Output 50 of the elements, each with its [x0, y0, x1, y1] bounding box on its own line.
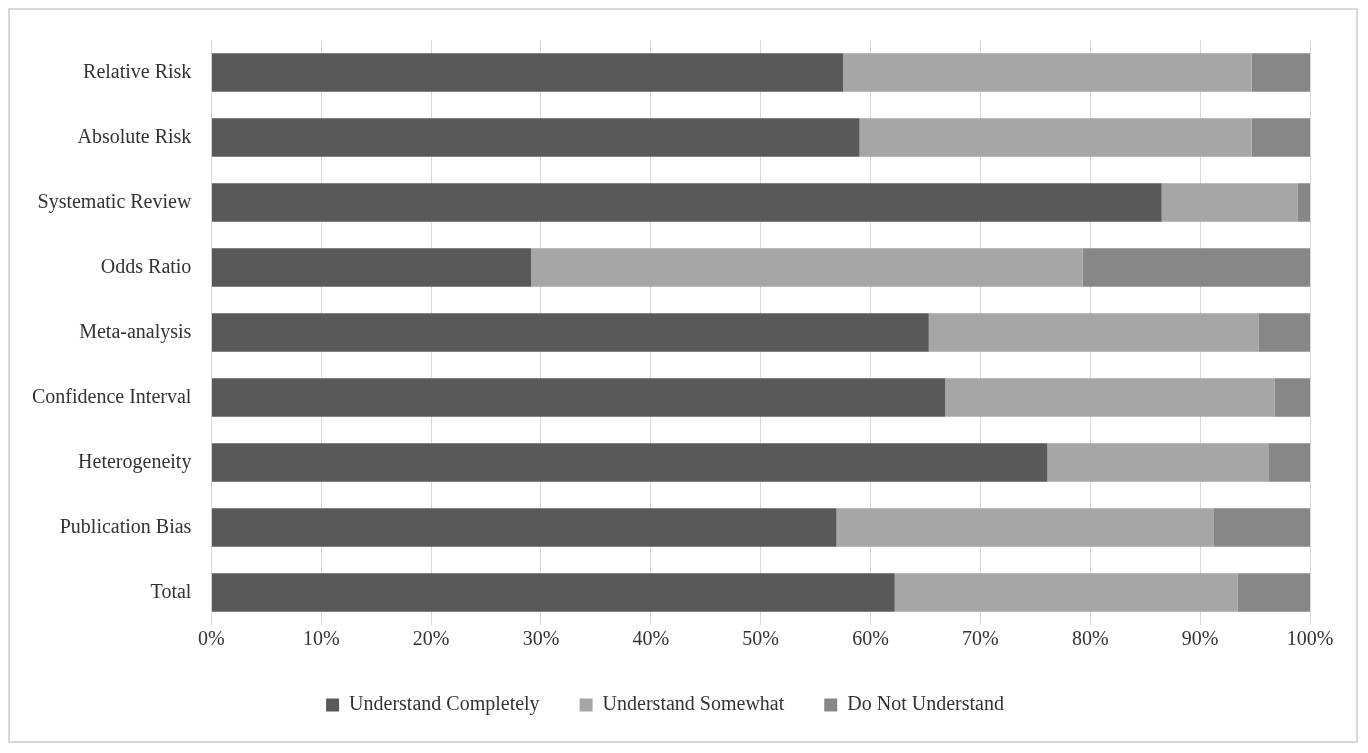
x-tick-label: 10%	[302, 627, 340, 650]
bar	[928, 313, 1259, 352]
legend-label: Understand Somewhat	[602, 692, 785, 715]
bar	[1258, 313, 1310, 352]
bar	[1213, 508, 1310, 547]
bar	[945, 378, 1275, 417]
bar	[1274, 378, 1310, 417]
bar	[836, 508, 1214, 547]
x-tick-label: 100%	[1286, 627, 1334, 650]
y-tick-label: Confidence Interval	[32, 384, 192, 407]
bar	[211, 573, 895, 612]
bar	[211, 118, 860, 157]
bar	[894, 573, 1238, 612]
bar	[211, 443, 1048, 482]
bar	[1082, 248, 1310, 287]
bar	[1047, 443, 1269, 482]
bar	[211, 378, 946, 417]
x-tick-label: 80%	[1071, 627, 1109, 650]
legend-label: Do Not Understand	[847, 692, 1004, 715]
bar	[1237, 573, 1310, 612]
bar	[211, 313, 929, 352]
x-tick-label: 50%	[742, 627, 780, 650]
y-tick-label: Total	[150, 579, 192, 602]
bar	[211, 508, 837, 547]
x-tick-label: 90%	[1181, 627, 1219, 650]
bar	[1297, 183, 1310, 222]
y-tick-label: Absolute Risk	[77, 124, 192, 147]
x-tick-label: 30%	[522, 627, 560, 650]
bar	[531, 248, 1083, 287]
bar	[1161, 183, 1298, 222]
bar	[211, 183, 1162, 222]
y-tick-label: Publication Bias	[59, 514, 192, 537]
y-tick-label: Odds Ratio	[100, 254, 192, 277]
x-tick-label: 60%	[852, 627, 889, 650]
y-tick-label: Relative Risk	[83, 59, 192, 82]
bar	[211, 53, 844, 92]
x-tick-label: 0%	[198, 627, 225, 650]
bar	[211, 248, 532, 287]
x-tick-label: 70%	[962, 627, 999, 650]
y-tick-label: Systematic Review	[37, 189, 192, 213]
bar	[1251, 118, 1310, 157]
y-tick-label: Meta-analysis	[79, 319, 192, 343]
bar	[843, 53, 1252, 92]
bar	[1268, 443, 1310, 482]
y-tick-label: Heterogeneity	[78, 449, 192, 473]
bar	[859, 118, 1252, 157]
x-tick-label: 20%	[412, 627, 450, 650]
x-tick-label: 40%	[632, 627, 670, 650]
legend-label: Understand Completely	[349, 692, 540, 716]
bar	[1251, 53, 1310, 92]
